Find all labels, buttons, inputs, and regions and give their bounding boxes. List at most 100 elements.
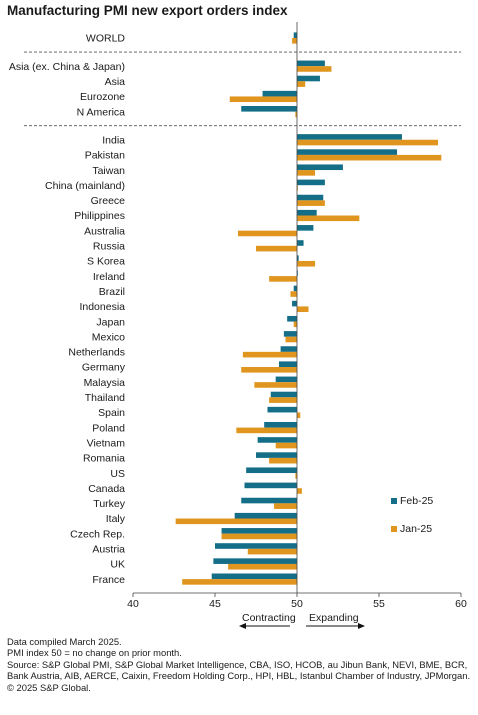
bar-feb-25-greece <box>297 194 324 201</box>
legend-label-feb-25: Feb-25 <box>400 495 433 507</box>
bar-jan-25-asia <box>297 81 306 87</box>
category-label-australia: Australia <box>84 225 125 237</box>
category-label-spain: Spain <box>98 407 125 419</box>
footer-note-pmi: PMI index 50 = no change on prior month. <box>7 647 182 659</box>
bar-jan-25-canada <box>297 488 302 494</box>
bar-jan-25-romania <box>269 457 297 464</box>
bar-jan-25-germany <box>241 367 297 373</box>
bar-jan-25-australia <box>237 230 297 237</box>
bar-jan-25-n-america <box>295 111 297 118</box>
footer-source-line-1: Source: S&P Global PMI, S&P Global Marke… <box>7 658 468 670</box>
bar-jan-25-vietnam <box>275 442 297 449</box>
bar-feb-25-philippines <box>297 209 317 216</box>
bar-feb-25-china-mainland <box>297 179 325 186</box>
category-label-pakistan: Pakistan <box>85 150 125 162</box>
category-label-uk: UK <box>110 559 125 571</box>
category-label-france: France <box>92 574 125 586</box>
category-label-world: WORLD <box>86 33 126 45</box>
bar-jan-25-us <box>295 473 297 479</box>
category-label-japan: Japan <box>96 316 125 328</box>
category-label-turkey: Turkey <box>93 498 125 510</box>
bar-feb-25-austria <box>215 543 297 549</box>
bar-feb-25-australia <box>297 225 314 231</box>
bar-jan-25-netherlands <box>242 351 297 358</box>
category-label-germany: Germany <box>82 362 126 374</box>
bar-jan-25-italy <box>175 518 297 525</box>
bar-feb-25-vietnam <box>257 437 297 443</box>
bar-jan-25-russia <box>256 245 297 252</box>
bar-feb-25-indonesia <box>292 300 297 307</box>
x-tick-label-55: 55 <box>373 598 385 610</box>
bar-feb-25-netherlands <box>280 346 297 352</box>
bar-feb-25-japan <box>287 315 297 322</box>
bar-feb-25-pakistan <box>297 149 398 155</box>
bar-feb-25-russia <box>297 240 304 246</box>
bar-jan-25-poland <box>236 427 297 434</box>
bar-jan-25-ireland <box>269 276 297 282</box>
x-tick-label-45: 45 <box>209 598 221 610</box>
bar-feb-25-us <box>246 467 297 474</box>
bar-jan-25-france <box>182 579 297 585</box>
category-label-italy: Italy <box>106 513 126 525</box>
bar-feb-25-n-america <box>241 106 297 112</box>
category-label-austria: Austria <box>92 544 125 556</box>
legend-label-jan-25: Jan-25 <box>400 523 432 535</box>
bar-feb-25-brazil <box>293 285 297 292</box>
bar-feb-25-uk <box>213 558 297 564</box>
bar-feb-25-mexico <box>283 331 297 337</box>
bar-feb-25-asia-ex-china-japan <box>297 60 325 67</box>
category-label-asia: Asia <box>105 76 126 88</box>
bar-feb-25-spain <box>267 406 297 413</box>
category-label-poland: Poland <box>92 422 125 434</box>
bar-jan-25-austria <box>247 548 297 555</box>
category-label-netherlands: Netherlands <box>68 347 125 359</box>
category-label-czech-rep: Czech Rep. <box>70 528 125 540</box>
bar-jan-25-turkey <box>274 503 297 509</box>
bar-feb-25-germany <box>278 361 297 367</box>
category-label-us: US <box>110 468 125 480</box>
bar-chart: WORLD Asia (ex. China & Japan) Asia Eurozon… <box>9 22 467 629</box>
legend-swatch-jan-25 <box>391 526 397 532</box>
bar-feb-25-india <box>297 134 402 140</box>
category-label-eurozone: Eurozone <box>80 91 125 103</box>
bar-feb-25-world <box>293 32 297 38</box>
bar-jan-25-india <box>297 139 439 146</box>
bar-feb-25-turkey <box>241 497 297 504</box>
category-label-philippines: Philippines <box>74 210 125 222</box>
category-label-malaysia: Malaysia <box>84 377 126 389</box>
bar-jan-25-pakistan <box>297 154 442 161</box>
category-label-brazil: Brazil <box>99 286 125 298</box>
bar-feb-25-canada <box>244 482 297 489</box>
expanding-label: Expanding <box>309 612 359 624</box>
bar-jan-25-s-korea <box>297 260 316 267</box>
bar-jan-25-uk <box>228 563 297 570</box>
bar-jan-25-taiwan <box>297 170 316 176</box>
bar-feb-25-poland <box>264 422 297 428</box>
x-tick-label-40: 40 <box>127 598 139 610</box>
footer-copyright: © 2025 S&P Global. <box>7 681 91 693</box>
category-label-vietnam: Vietnam <box>87 437 126 449</box>
bar-jan-25-spain <box>297 412 301 419</box>
bar-jan-25-philippines <box>297 215 360 222</box>
bar-feb-25-s-korea <box>297 255 299 261</box>
bar-feb-25-france <box>211 573 297 580</box>
category-label-asia-ex-china-japan: Asia (ex. China & Japan) <box>9 61 125 73</box>
bar-feb-25-czech-rep <box>221 528 297 534</box>
category-label-china-mainland: China (mainland) <box>45 180 125 192</box>
category-label-n-america: N America <box>77 106 126 118</box>
bar-feb-25-taiwan <box>297 164 343 171</box>
bar-jan-25-japan <box>293 321 297 328</box>
x-tick-label-60: 60 <box>455 598 467 610</box>
category-label-greece: Greece <box>91 195 126 207</box>
footer-source-line-2: Bank Austria, AIB, AERCE, Caixin, Freedo… <box>7 670 471 682</box>
bar-jan-25-thailand <box>269 397 297 403</box>
bar-jan-25-indonesia <box>297 306 309 312</box>
bar-jan-25-malaysia <box>254 382 297 388</box>
bar-jan-25-brazil <box>290 291 297 297</box>
bar-jan-25-greece <box>297 200 325 206</box>
category-label-romania: Romania <box>83 453 125 465</box>
bar-feb-25-thailand <box>270 391 297 398</box>
bar-jan-25-asia-ex-china-japan <box>297 66 332 72</box>
expanding-arrow-head <box>358 623 365 629</box>
footer-note-compiled: Data compiled March 2025. <box>7 636 122 647</box>
